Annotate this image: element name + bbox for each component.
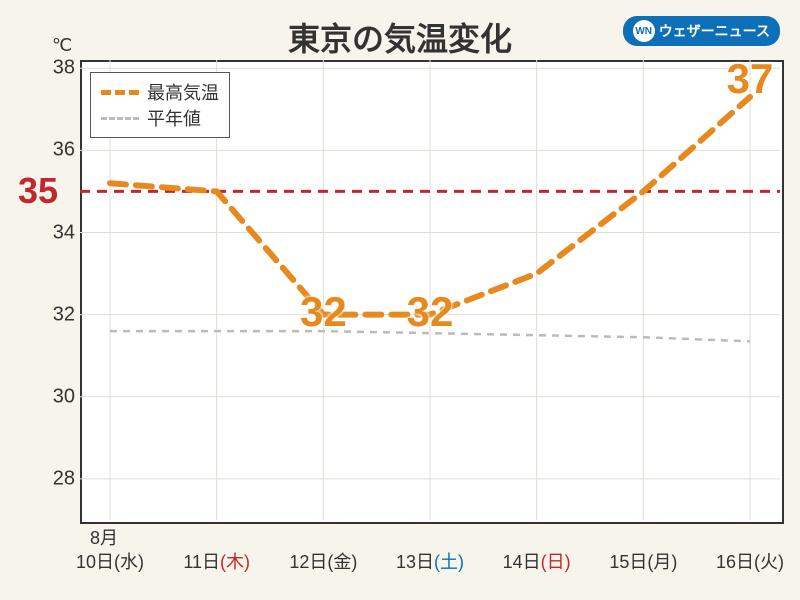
legend-item-normal: 平年値 (101, 105, 219, 131)
legend-label-high: 最高気温 (147, 79, 219, 105)
brand-name: ウェザーニュース (659, 21, 770, 41)
x-tick-label: 11日(木) (183, 548, 250, 574)
legend-item-high: 最高気温 (101, 79, 219, 105)
y-tick-label: 36 (35, 139, 75, 162)
x-tick-label: 13日(土) (396, 548, 464, 574)
legend-swatch-normal (101, 117, 139, 120)
y-tick-label: 28 (35, 467, 75, 490)
data-point-label: 32 (407, 288, 454, 336)
x-axis-month: 8月 (90, 524, 118, 550)
x-tick-label: 16日(火) (716, 548, 784, 574)
legend-label-normal: 平年値 (147, 105, 201, 131)
brand-badge: WN ウェザーニュース (623, 16, 780, 46)
brand-logo-icon: WN (633, 20, 655, 42)
y-tick-label: 30 (35, 385, 75, 408)
x-tick-label: 12日(金) (289, 548, 357, 574)
x-tick-label: 14日(日) (503, 548, 571, 574)
y-tick-label: 38 (35, 57, 75, 80)
y-tick-label: 32 (35, 303, 75, 326)
x-tick-label: 10日(水) (76, 548, 144, 574)
legend: 最高気温 平年値 (90, 72, 230, 138)
chart-container: 東京の気温変化 WN ウェザーニュース ℃ 35 最高気温 平年値 8月 283… (0, 0, 800, 600)
threshold-label: 35 (18, 170, 58, 212)
data-point-label: 32 (300, 288, 347, 336)
legend-swatch-high (101, 90, 139, 95)
y-tick-label: 34 (35, 221, 75, 244)
y-axis-unit: ℃ (52, 35, 72, 56)
x-tick-label: 15日(月) (609, 548, 677, 574)
data-point-label: 37 (727, 55, 774, 103)
